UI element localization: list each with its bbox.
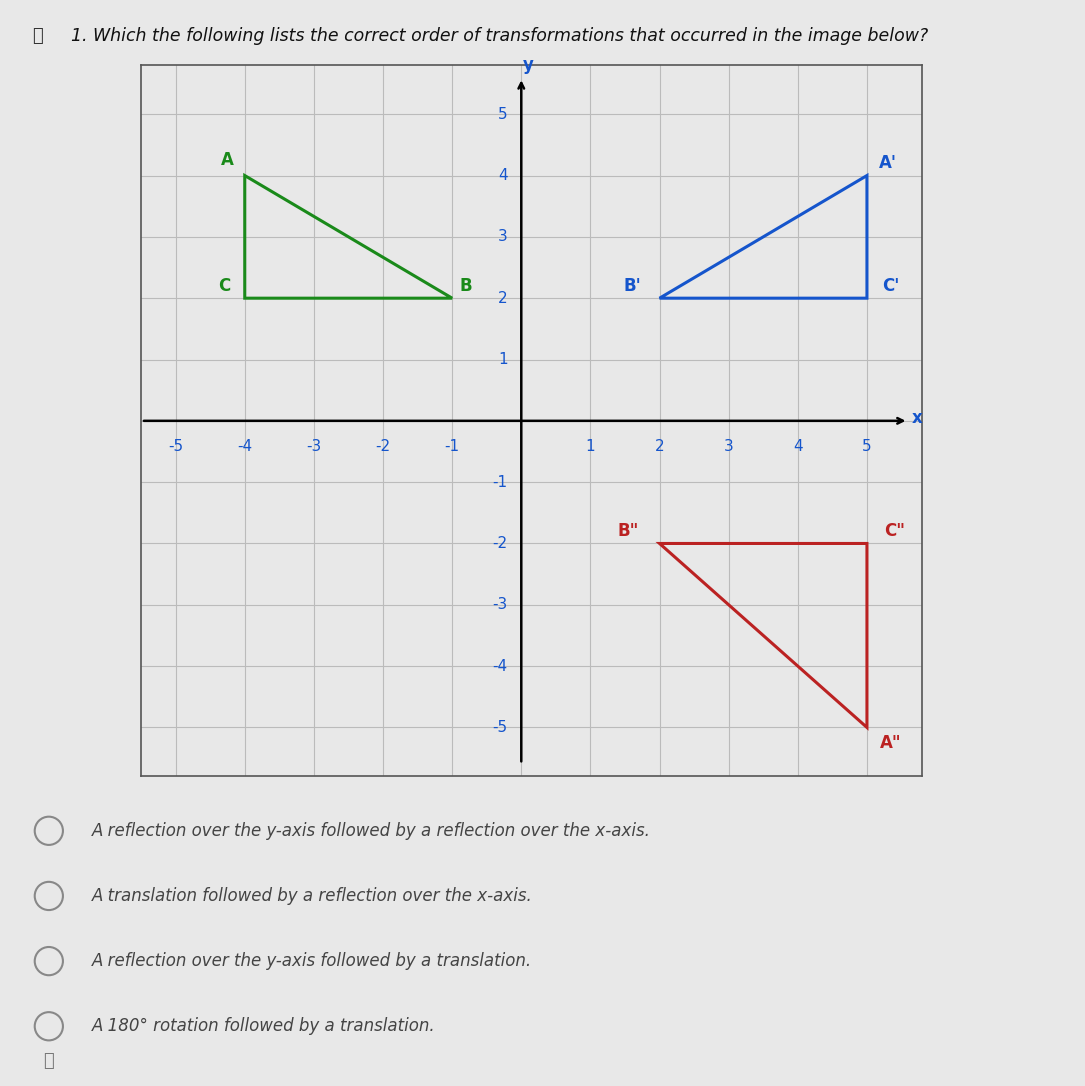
Text: y: y [523,56,534,74]
Text: C: C [218,277,230,295]
Text: A 180° rotation followed by a translation.: A 180° rotation followed by a translatio… [92,1018,436,1035]
Text: -3: -3 [493,597,508,613]
Text: -1: -1 [445,439,460,454]
Text: -2: -2 [375,439,391,454]
Text: 5: 5 [863,439,871,454]
Text: 4: 4 [498,168,508,184]
Text: C': C' [882,277,899,295]
Text: x: x [911,408,922,427]
Text: B": B" [617,522,639,540]
Text: ⦑: ⦑ [33,27,43,46]
Text: -5: -5 [493,720,508,735]
Text: B': B' [623,277,641,295]
Text: -2: -2 [493,536,508,551]
Text: -4: -4 [238,439,253,454]
Text: A": A" [880,734,902,752]
Text: 1: 1 [586,439,596,454]
Text: 3: 3 [498,229,508,244]
Text: A': A' [879,154,896,173]
Text: -3: -3 [306,439,321,454]
Text: 2: 2 [498,291,508,305]
Text: A reflection over the y-axis followed by a translation.: A reflection over the y-axis followed by… [92,952,533,970]
Text: 3: 3 [724,439,733,454]
Text: 5: 5 [498,106,508,122]
Text: A: A [221,151,234,169]
Text: -4: -4 [493,658,508,673]
Text: -1: -1 [493,475,508,490]
Text: 4: 4 [793,439,803,454]
Text: A translation followed by a reflection over the x-axis.: A translation followed by a reflection o… [92,887,533,905]
Text: A reflection over the y-axis followed by a reflection over the x-axis.: A reflection over the y-axis followed by… [92,822,651,839]
Text: 1: 1 [498,352,508,367]
Text: C": C" [884,522,905,540]
Text: 1. Which the following lists the correct order of transformations that occurred : 1. Which the following lists the correct… [71,27,928,46]
Text: B: B [460,277,472,295]
Text: ⏰: ⏰ [43,1051,54,1070]
Text: -5: -5 [168,439,183,454]
Text: 2: 2 [654,439,664,454]
